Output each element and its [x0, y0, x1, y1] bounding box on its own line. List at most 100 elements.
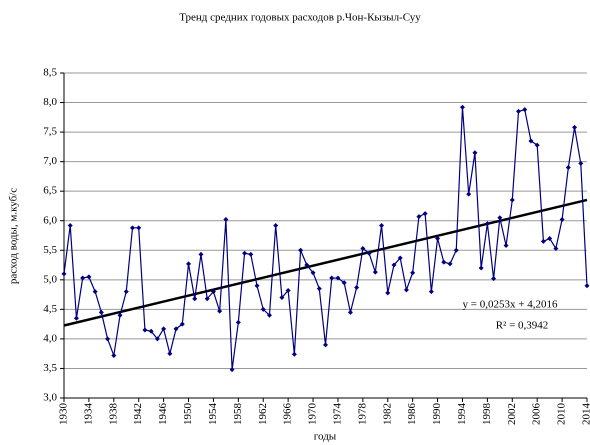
data-marker — [459, 104, 465, 110]
x-tick-label: 1990 — [431, 403, 443, 426]
x-tick-label: 1942 — [132, 403, 144, 425]
data-marker — [248, 251, 254, 257]
data-marker — [323, 342, 328, 348]
data-marker — [403, 287, 409, 293]
data-marker — [428, 289, 434, 295]
data-marker — [491, 276, 497, 282]
y-tick-label: 3,0 — [43, 392, 57, 404]
data-marker — [360, 246, 366, 251]
y-axis-title: расход воды, м.куб/с — [8, 188, 20, 284]
y-tick-label: 8,0 — [43, 96, 57, 108]
data-marker — [161, 326, 167, 332]
data-marker — [223, 217, 229, 223]
data-marker — [522, 107, 528, 113]
x-tick-label: 1986 — [406, 403, 418, 426]
data-marker — [117, 312, 123, 318]
y-tick-label: 7,5 — [43, 126, 57, 138]
data-marker — [304, 262, 310, 268]
data-marker — [129, 225, 135, 231]
data-marker — [559, 217, 565, 223]
data-marker — [329, 275, 335, 281]
data-marker — [547, 235, 553, 241]
data-marker — [422, 211, 428, 217]
x-axis-title: годы — [314, 431, 337, 443]
x-tick-label: 1962 — [257, 403, 269, 425]
data-marker — [67, 222, 73, 228]
data-marker — [503, 243, 509, 249]
y-tick-label: 5,0 — [43, 273, 57, 285]
y-tick-label: 5,5 — [43, 244, 57, 256]
data-marker — [186, 261, 192, 267]
data-marker — [484, 221, 490, 227]
y-tick-label: 8,5 — [43, 67, 57, 79]
y-tick-label: 6,5 — [43, 185, 57, 197]
x-tick-label: 1994 — [456, 403, 468, 426]
data-marker — [516, 108, 522, 114]
data-marker — [509, 197, 515, 203]
x-tick-label: 1934 — [82, 403, 94, 426]
data-marker — [441, 259, 447, 265]
data-marker — [298, 247, 304, 253]
data-marker — [497, 215, 503, 221]
x-tick-label: 2006 — [531, 403, 543, 426]
data-marker — [397, 255, 403, 261]
x-tick-label: 1930 — [58, 403, 70, 426]
data-marker — [105, 336, 111, 342]
x-tick-label: 1974 — [331, 403, 343, 426]
x-tick-label: 1966 — [282, 403, 294, 426]
data-marker — [217, 308, 223, 314]
data-marker — [98, 309, 104, 315]
data-marker — [565, 165, 571, 171]
data-marker — [379, 222, 385, 228]
data-marker — [254, 283, 260, 289]
data-marker — [540, 238, 546, 244]
data-marker — [279, 295, 285, 301]
chart-title: Тренд средних годовых расходов р.Чон-Кыз… — [179, 12, 421, 24]
data-marker — [285, 287, 291, 293]
x-tick-label: 1946 — [157, 403, 169, 426]
data-marker — [316, 286, 322, 292]
x-tick-label: 1958 — [232, 403, 244, 426]
data-marker — [210, 289, 216, 295]
data-marker — [453, 247, 459, 253]
data-marker — [572, 124, 578, 130]
y-tick-label: 4,0 — [43, 332, 57, 344]
data-marker — [86, 274, 92, 280]
data-marker — [528, 138, 534, 144]
x-tick-label: 1950 — [182, 403, 194, 426]
x-tick-label: 2002 — [506, 403, 518, 425]
data-marker — [472, 150, 478, 156]
data-marker — [273, 222, 279, 228]
x-tick-label: 1998 — [481, 403, 493, 426]
x-tick-label: 1954 — [207, 403, 219, 426]
data-marker — [266, 312, 272, 318]
data-marker — [260, 306, 266, 312]
y-tick-label: 6,0 — [43, 214, 57, 226]
data-marker — [578, 160, 584, 166]
data-marker — [354, 285, 360, 290]
data-marker — [142, 327, 148, 333]
data-marker — [416, 214, 422, 220]
data-marker — [92, 289, 98, 295]
data-marker — [391, 262, 397, 268]
data-marker — [335, 275, 341, 281]
data-marker — [73, 315, 79, 321]
data-marker — [347, 309, 353, 315]
data-marker — [173, 326, 179, 332]
x-tick-label: 1970 — [307, 403, 319, 426]
data-marker — [584, 283, 590, 289]
data-marker — [478, 265, 484, 271]
data-marker — [136, 225, 142, 231]
data-marker — [242, 250, 248, 256]
trend-equation: y = 0,0253x + 4,2016 — [463, 299, 558, 311]
data-marker — [61, 271, 67, 277]
data-marker — [204, 296, 210, 302]
data-marker — [310, 270, 316, 276]
data-marker — [372, 269, 378, 275]
data-marker — [447, 261, 453, 267]
trend-r2: R² = 0,3942 — [496, 320, 549, 332]
data-marker — [80, 275, 86, 281]
y-tick-label: 3,5 — [43, 362, 57, 374]
data-marker — [366, 250, 372, 256]
data-marker — [148, 328, 154, 334]
